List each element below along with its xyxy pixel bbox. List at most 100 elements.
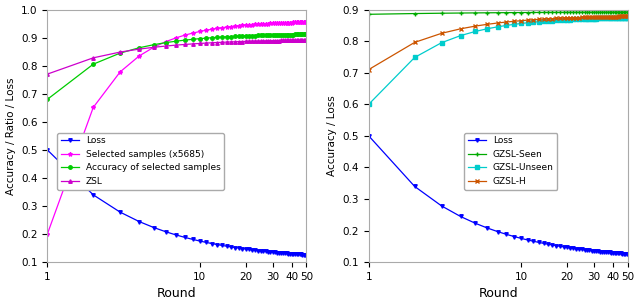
Loss — [614, 251, 621, 255]
GZSL-H — [580, 16, 588, 19]
ZSL — [297, 38, 305, 42]
Line: Loss: Loss — [367, 134, 630, 256]
GZSL-H — [494, 21, 502, 25]
ZSL — [296, 38, 303, 42]
GZSL-H — [614, 15, 621, 18]
GZSL-Seen — [618, 10, 626, 14]
X-axis label: Round: Round — [157, 287, 196, 300]
Loss — [529, 239, 537, 243]
GZSL-H — [598, 15, 606, 19]
GZSL-H — [548, 17, 556, 21]
Accuracy of selected samples — [267, 33, 275, 37]
Loss — [291, 252, 299, 256]
Loss — [552, 244, 560, 248]
GZSL-Unseen — [624, 16, 632, 20]
Selected samples (x5685) — [264, 22, 272, 25]
GZSL-H — [588, 15, 596, 19]
ZSL — [242, 39, 250, 43]
Selected samples (x5685) — [292, 21, 300, 24]
GZSL-Seen — [570, 10, 577, 14]
ZSL — [181, 43, 189, 46]
GZSL-Unseen — [544, 19, 552, 23]
Accuracy of selected samples — [289, 33, 297, 36]
Accuracy of selected samples — [239, 34, 246, 38]
Selected samples (x5685) — [227, 25, 235, 28]
Selected samples (x5685) — [202, 28, 210, 32]
Loss — [303, 253, 310, 257]
GZSL-Seen — [552, 10, 560, 14]
Loss — [578, 248, 586, 251]
Line: GZSL-H: GZSL-H — [367, 14, 630, 72]
Loss — [275, 251, 283, 255]
GZSL-Seen — [612, 10, 620, 14]
Selected samples (x5685) — [172, 36, 180, 39]
ZSL — [257, 39, 264, 43]
Selected samples (x5685) — [303, 20, 310, 24]
Y-axis label: Accuracy / Ratio / Loss: Accuracy / Ratio / Loss — [6, 77, 15, 195]
Line: GZSL-Seen: GZSL-Seen — [366, 10, 630, 17]
GZSL-Seen — [588, 10, 596, 14]
Selected samples (x5685) — [44, 232, 51, 236]
Loss — [517, 237, 525, 240]
Accuracy of selected samples — [90, 62, 97, 66]
GZSL-Unseen — [600, 17, 608, 20]
GZSL-Seen — [575, 10, 583, 14]
Selected samples (x5685) — [296, 21, 303, 24]
Loss — [580, 248, 588, 252]
GZSL-Seen — [614, 10, 621, 14]
GZSL-H — [502, 20, 510, 24]
Accuracy of selected samples — [303, 32, 310, 36]
Accuracy of selected samples — [162, 41, 170, 44]
Loss — [494, 230, 502, 233]
Accuracy of selected samples — [196, 37, 204, 40]
Loss — [616, 252, 623, 255]
Selected samples (x5685) — [162, 40, 170, 43]
GZSL-Seen — [524, 11, 531, 14]
GZSL-Seen — [602, 10, 610, 14]
Loss — [172, 233, 180, 237]
GZSL-H — [609, 15, 617, 18]
GZSL-H — [602, 15, 610, 19]
GZSL-H — [540, 17, 547, 21]
GZSL-Seen — [511, 11, 518, 14]
GZSL-Seen — [596, 10, 604, 14]
GZSL-H — [544, 17, 552, 21]
Loss — [457, 215, 465, 218]
Accuracy of selected samples — [288, 33, 296, 36]
GZSL-Seen — [365, 13, 372, 16]
GZSL-H — [618, 15, 626, 18]
GZSL-Unseen — [616, 16, 623, 20]
Accuracy of selected samples — [271, 33, 278, 37]
GZSL-Unseen — [583, 17, 591, 21]
ZSL — [90, 56, 97, 60]
ZSL — [279, 39, 287, 42]
ZSL — [172, 43, 180, 47]
Selected samples (x5685) — [252, 23, 259, 26]
Selected samples (x5685) — [135, 54, 143, 58]
X-axis label: Round: Round — [479, 287, 518, 300]
Accuracy of selected samples — [291, 33, 299, 36]
Accuracy of selected samples — [257, 33, 264, 37]
ZSL — [196, 42, 204, 45]
GZSL-H — [575, 16, 583, 19]
Loss — [242, 247, 250, 251]
GZSL-Unseen — [438, 41, 445, 45]
Y-axis label: Accuracy / Loss: Accuracy / Loss — [327, 95, 337, 176]
GZSL-H — [472, 24, 479, 28]
GZSL-H — [511, 20, 518, 23]
ZSL — [239, 40, 246, 43]
GZSL-Seen — [598, 10, 606, 14]
Accuracy of selected samples — [150, 43, 158, 47]
GZSL-H — [596, 15, 604, 19]
Loss — [235, 246, 243, 250]
Selected samples (x5685) — [116, 70, 124, 74]
GZSL-Seen — [580, 10, 588, 14]
Selected samples (x5685) — [273, 21, 281, 25]
Selected samples (x5685) — [231, 24, 239, 28]
GZSL-Unseen — [607, 16, 615, 20]
GZSL-Seen — [606, 10, 614, 14]
GZSL-Seen — [578, 10, 586, 14]
Selected samples (x5685) — [181, 33, 189, 37]
Selected samples (x5685) — [284, 21, 292, 24]
Selected samples (x5685) — [245, 23, 253, 27]
